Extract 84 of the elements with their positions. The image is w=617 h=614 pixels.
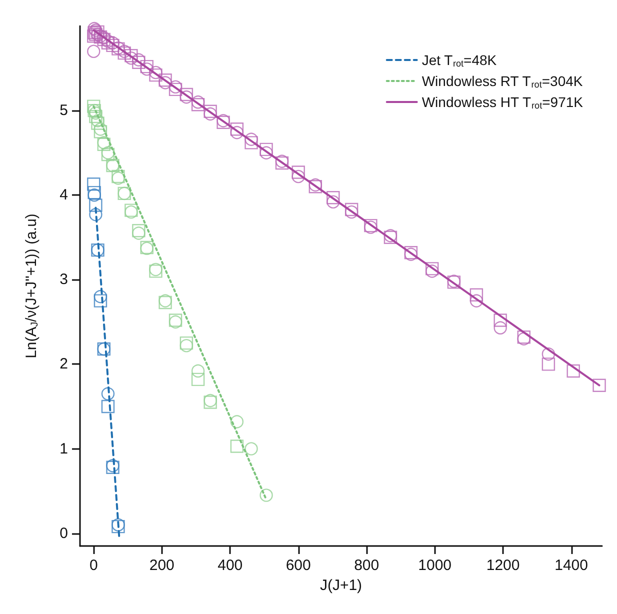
point [566, 364, 580, 378]
point [542, 358, 556, 371]
x-tick-label: 800 [354, 557, 380, 574]
point [101, 400, 115, 414]
point [89, 110, 102, 124]
x-tick-label: 1200 [486, 557, 520, 574]
point [149, 68, 162, 82]
point [244, 136, 258, 150]
point [89, 198, 102, 212]
point [292, 170, 305, 184]
point [230, 126, 244, 140]
point [132, 56, 146, 69]
point [87, 100, 100, 113]
point [326, 191, 340, 204]
point [106, 38, 120, 52]
point [326, 195, 340, 208]
point [470, 288, 484, 302]
point [132, 224, 146, 238]
y-tick-label: 2 [60, 356, 68, 373]
point [101, 387, 115, 400]
point [494, 314, 507, 327]
point [149, 66, 162, 80]
point [542, 347, 556, 361]
point [260, 142, 273, 156]
point [191, 372, 205, 386]
y-tick-label: 0 [60, 524, 68, 542]
point [88, 188, 101, 202]
y-tick-label: 1 [60, 440, 68, 458]
point [230, 415, 244, 428]
point [124, 52, 138, 65]
point [94, 125, 108, 138]
point [180, 339, 194, 352]
x-tick-label: 0 [89, 557, 98, 574]
point [94, 122, 108, 136]
x-tick-label: 400 [218, 557, 243, 574]
x-tick-label: 200 [149, 557, 174, 574]
point [260, 146, 273, 160]
point [88, 186, 101, 200]
y-tick-label: 4 [60, 186, 68, 204]
point [204, 104, 217, 118]
point [158, 74, 172, 87]
point [230, 440, 244, 453]
point [191, 364, 205, 378]
point [94, 294, 108, 308]
point [426, 264, 439, 278]
point [180, 90, 194, 104]
x-axis-title: J(J+1) [320, 576, 362, 594]
point [244, 132, 258, 146]
point [91, 116, 104, 130]
point [244, 442, 258, 456]
point [89, 106, 102, 120]
x-tick-label: 1000 [418, 557, 452, 574]
point [132, 226, 146, 240]
point [132, 53, 146, 66]
point [180, 336, 194, 350]
point [94, 290, 108, 304]
point [168, 80, 182, 94]
point [89, 208, 102, 222]
x-tick-label: 1400 [554, 557, 588, 574]
point [344, 205, 358, 219]
point [91, 114, 104, 128]
y-axis-title: Ln(AJ/ν(J+J''+1)) (a.u) [22, 214, 40, 358]
y-tick-label: 5 [60, 102, 68, 120]
point [344, 202, 358, 216]
point [140, 60, 154, 74]
point [140, 62, 154, 76]
point [292, 166, 305, 179]
point [168, 82, 182, 96]
point [87, 44, 100, 58]
point [425, 262, 439, 276]
point [158, 76, 172, 90]
point [494, 321, 507, 334]
point [260, 488, 273, 502]
y-tick-label: 3 [60, 271, 68, 288]
point [191, 96, 205, 109]
x-tick-label: 600 [286, 557, 311, 574]
point [592, 378, 606, 392]
point [180, 88, 194, 102]
point [191, 98, 205, 112]
point [230, 122, 244, 136]
point [204, 107, 217, 121]
point [470, 294, 484, 308]
point [124, 48, 138, 62]
point [87, 178, 100, 191]
